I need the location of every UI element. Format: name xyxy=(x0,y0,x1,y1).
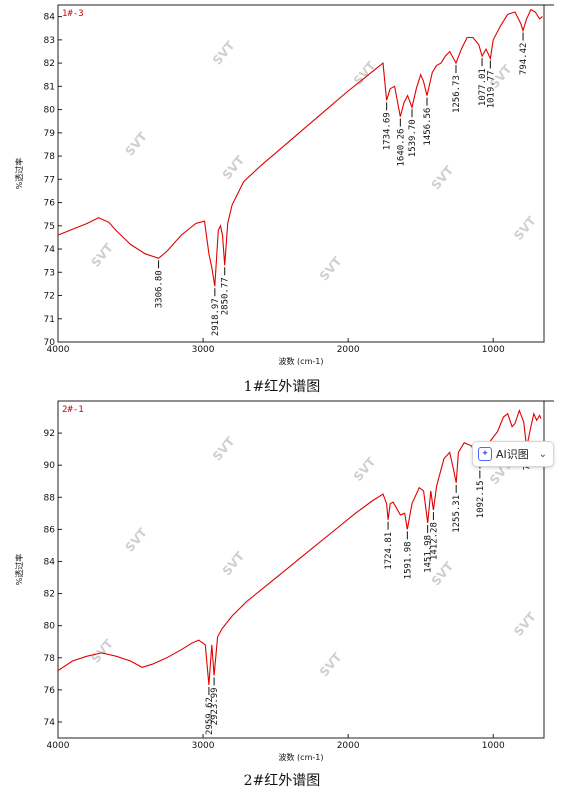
peak-label: 1451.98 xyxy=(424,535,434,573)
y-tick-label: 92 xyxy=(44,429,55,439)
y-tick-label: 86 xyxy=(44,525,56,535)
peak-label: 2850.77 xyxy=(221,277,231,315)
x-tick-label: 2000 xyxy=(337,741,360,751)
chevron-down-icon[interactable]: ⌄ xyxy=(538,448,547,460)
x-axis-title: 波数 (cm-1) xyxy=(279,356,324,366)
peak-label: 794.42 xyxy=(519,43,529,76)
plot-area xyxy=(57,400,545,739)
ai-recognize-icon: ✦ xyxy=(478,447,492,461)
peak-label: 1019.77 xyxy=(486,70,496,108)
y-tick-label: 80 xyxy=(44,106,56,116)
x-tick-label: 4000 xyxy=(47,345,70,355)
y-axis-title: %透过率 xyxy=(14,554,24,586)
peak-label: 2959.62 xyxy=(205,697,215,735)
peak-label: 1734.69 xyxy=(383,112,393,150)
x-tick-label: 4000 xyxy=(47,741,70,751)
y-tick-label: 70 xyxy=(44,338,56,348)
peak-label: 2923.99 xyxy=(210,687,220,725)
peak-label: 1456.56 xyxy=(423,108,433,146)
x-tick-label: 1000 xyxy=(482,345,505,355)
figure-caption-1: 1#红外谱图 xyxy=(243,379,321,395)
figure-caption-2: 2#红外谱图 xyxy=(243,773,321,789)
y-tick-label: 88 xyxy=(44,493,56,503)
y-tick-label: 78 xyxy=(44,152,56,162)
ai-recognize-label: AI识图 xyxy=(496,448,529,461)
y-tick-label: 74 xyxy=(44,718,56,728)
peak-label: 1724.81 xyxy=(384,532,394,570)
y-tick-label: 74 xyxy=(44,245,56,255)
y-tick-label: 82 xyxy=(44,59,55,69)
y-tick-label: 79 xyxy=(44,129,56,139)
y-tick-label: 90 xyxy=(44,461,56,471)
chart-panel-1: SVT SVT SVT SVT SVT SVT SVT SVT SVT 70 71 72 73 74 75 7… xyxy=(12,0,556,370)
y-tick-label: 83 xyxy=(44,36,55,46)
peak-label: 1412.28 xyxy=(429,522,439,560)
y-tick-label: 81 xyxy=(44,82,55,92)
peak-label: 2918.97 xyxy=(211,298,221,336)
spectrum-line xyxy=(57,8,543,287)
peak-label: 1591.98 xyxy=(403,541,413,579)
x-tick-label: 2000 xyxy=(337,345,360,355)
x-tick-label: 3000 xyxy=(192,741,215,751)
y-tick-label: 73 xyxy=(44,268,55,278)
ir-spectrum-chart-2: SVTSVTSVTSVTSVTSVTSVTSVTSVT7476788082848… xyxy=(14,400,554,762)
peak-label: 1640.26 xyxy=(396,129,406,167)
peak-label: 1255.31 xyxy=(452,495,462,533)
y-tick-label: 84 xyxy=(44,13,56,23)
peak-label: 1539.70 xyxy=(408,119,418,157)
peak-label: 3306.80 xyxy=(155,270,165,308)
plot-area xyxy=(57,4,545,343)
y-tick-label: 75 xyxy=(44,222,55,232)
y-tick-label: 76 xyxy=(44,199,56,209)
y-tick-label: 77 xyxy=(44,175,55,185)
x-tick-label: 3000 xyxy=(192,345,215,355)
y-tick-label: 84 xyxy=(44,557,56,567)
y-tick-label: 80 xyxy=(44,622,56,632)
y-tick-label: 76 xyxy=(44,686,56,696)
peak-label: 1077.01 xyxy=(478,68,488,106)
sample-id-label: 2#-1 xyxy=(62,405,84,415)
sample-id-label: 1#-3 xyxy=(62,9,84,19)
ir-spectrum-chart-1: SVTSVTSVTSVTSVTSVTSVTSVTSVT7071727374757… xyxy=(14,4,554,366)
y-tick-label: 71 xyxy=(44,315,55,325)
y-tick-label: 78 xyxy=(44,654,56,664)
peak-label: 1256.73 xyxy=(452,75,462,113)
y-tick-label: 72 xyxy=(44,292,55,302)
x-tick-label: 1000 xyxy=(482,741,505,751)
x-axis-title: 波数 (cm-1) xyxy=(279,752,324,762)
y-tick-label: 82 xyxy=(44,590,55,600)
spectrum-line xyxy=(57,408,542,686)
ai-recognize-button[interactable]: ✦ AI识图 ⌄ xyxy=(472,441,554,467)
y-axis-title: %透过率 xyxy=(14,158,24,190)
chart-panel-2: SVT SVT SVT SVT SVT SVT SVT SVT SVT 74 76 78 80 82 84 8… xyxy=(12,396,556,766)
peak-label: 1092.15 xyxy=(476,480,486,518)
